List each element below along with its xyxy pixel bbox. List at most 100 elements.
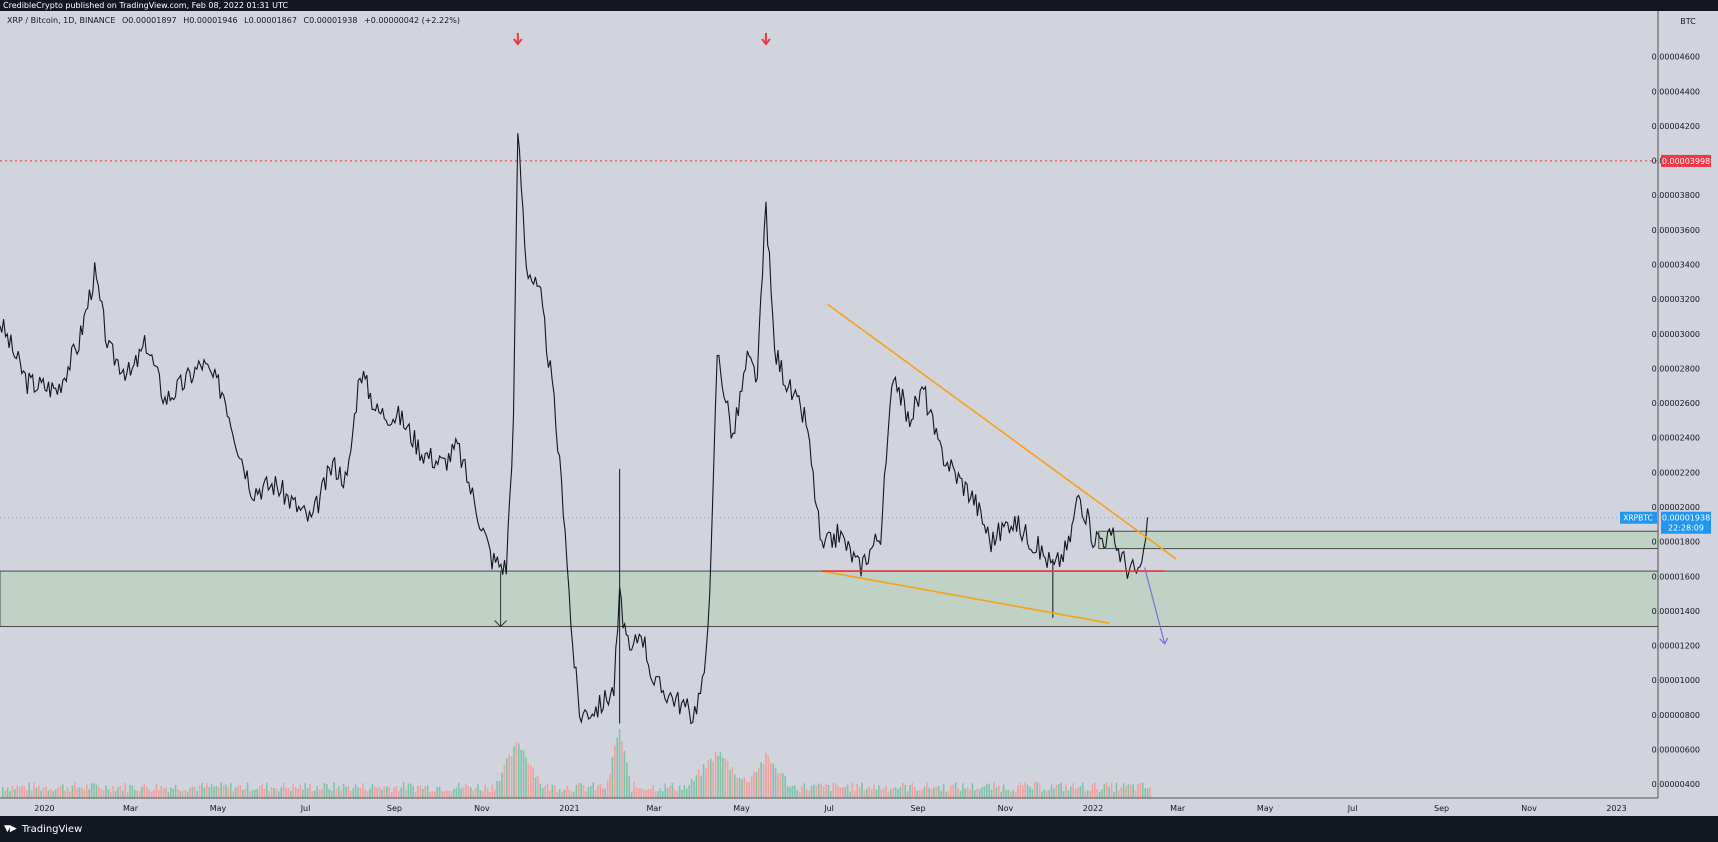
volume-bar — [590, 786, 592, 798]
volume-bar — [266, 783, 268, 798]
volume-bar — [270, 787, 273, 798]
volume-bar — [657, 791, 659, 798]
volume-bar — [292, 783, 294, 798]
volume-bar — [155, 784, 158, 798]
volume-bar — [359, 787, 362, 798]
volume-bar — [1144, 787, 1146, 798]
volume-bar — [772, 763, 774, 798]
volume-bar — [482, 790, 484, 798]
x-tick-label: May — [733, 804, 750, 813]
volume-bar — [258, 786, 261, 798]
volume-bar — [902, 782, 904, 798]
x-tick-label: Mar — [123, 804, 139, 813]
chart-svg[interactable]: BTC0.000046000.000044000.000042000.00004… — [0, 11, 1718, 816]
volume-bar — [242, 789, 244, 798]
legend-high: 0.00001946 — [189, 16, 238, 25]
volume-bar — [659, 788, 662, 798]
volume-bar — [1094, 782, 1096, 798]
volume-bar — [806, 789, 808, 798]
volume-bar — [762, 763, 765, 798]
y-tick-label: 0.00003000 — [1652, 330, 1700, 339]
volume-bar — [1014, 791, 1017, 798]
volume-bar — [837, 785, 839, 798]
volume-bar — [923, 786, 926, 798]
volume-bar — [1067, 790, 1070, 798]
volume-bar — [942, 783, 945, 798]
volume-bar — [633, 782, 635, 798]
legend-low-label: L — [244, 16, 249, 25]
volume-bar — [467, 785, 470, 798]
volume-bar — [443, 791, 446, 798]
volume-bar — [352, 788, 354, 798]
volume-bar — [830, 791, 832, 798]
y-tick-label: 0.00001400 — [1652, 607, 1700, 616]
volume-bar — [141, 786, 143, 798]
volume-bar — [566, 785, 568, 798]
volume-bar — [268, 791, 270, 798]
volume-bar — [621, 741, 623, 798]
volume-bar — [606, 779, 609, 798]
volume-bar — [513, 746, 515, 798]
volume-bar — [551, 784, 554, 798]
volume-bar — [402, 782, 405, 798]
volume-bar — [165, 787, 167, 798]
x-tick-label: 2022 — [1083, 804, 1103, 813]
volume-bar — [174, 784, 177, 798]
volume-bar — [642, 789, 645, 798]
volume-bar — [136, 790, 138, 798]
volume-bar — [86, 784, 88, 798]
volume-bar — [880, 789, 882, 798]
volume-bar — [1038, 783, 1041, 798]
volume-bars — [2, 729, 1151, 798]
volume-bar — [186, 791, 189, 798]
volume-bar — [172, 788, 174, 798]
volume-bar — [11, 786, 14, 798]
footer-brand[interactable]: TradingView — [21, 823, 83, 835]
volume-bar — [465, 784, 467, 798]
volume-bar — [611, 756, 614, 798]
legend-symbol: XRP / Bitcoin, 1D, BINANCE — [7, 16, 116, 25]
volume-bar — [21, 785, 23, 798]
volume-bar — [546, 783, 549, 798]
volume-bar — [690, 778, 693, 798]
volume-bar — [558, 789, 561, 798]
volume-bar — [333, 782, 335, 798]
y-tick-label: 0.00003400 — [1652, 261, 1700, 270]
countdown-label: 22:28:09 — [1668, 524, 1704, 533]
volume-bar — [388, 787, 390, 798]
volume-bar — [578, 782, 580, 798]
volume-bar — [542, 788, 544, 798]
volume-bar — [1132, 784, 1134, 798]
volume-bar — [731, 767, 734, 798]
volume-bar — [597, 785, 599, 798]
volume-bar — [1060, 782, 1062, 798]
volume-bar — [777, 773, 779, 798]
y-tick-label: 0.00004600 — [1652, 53, 1700, 62]
volume-bar — [95, 784, 98, 798]
chart-area[interactable] — [0, 11, 1718, 816]
published-line: CredibleCrypto published on TradingView.… — [3, 1, 289, 10]
volume-bar — [249, 791, 251, 798]
volume-bar — [167, 791, 170, 798]
volume-bar — [1017, 785, 1019, 798]
volume-bar — [530, 765, 532, 798]
volume-bar — [957, 787, 959, 798]
volume-bar — [18, 787, 21, 798]
volume-bar — [38, 785, 40, 798]
volume-bar — [863, 791, 866, 798]
tradingview-logo-icon[interactable]: ▼▶ — [4, 824, 17, 834]
volume-bar — [138, 791, 141, 798]
volume-bar — [856, 784, 858, 798]
volume-bar — [971, 783, 974, 798]
volume-bar — [436, 787, 438, 798]
volume-bar — [321, 788, 323, 798]
volume-bar — [918, 789, 921, 798]
volume-bar — [1058, 783, 1060, 798]
volume-bar — [345, 786, 347, 798]
volume-bar — [683, 784, 686, 798]
volume-bar — [280, 787, 282, 798]
volume-bar — [549, 790, 551, 798]
volume-bar — [717, 755, 719, 798]
y-tick-label: 0.00000600 — [1652, 746, 1700, 755]
x-tick-label: Nov — [1521, 804, 1537, 813]
